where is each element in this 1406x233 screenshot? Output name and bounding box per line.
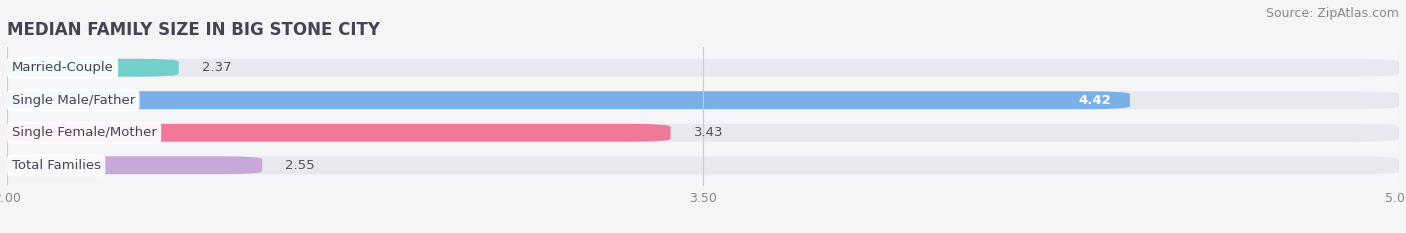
Text: Single Male/Father: Single Male/Father [11, 94, 135, 107]
FancyBboxPatch shape [7, 124, 1399, 142]
Text: 4.42: 4.42 [1078, 94, 1111, 107]
Text: 2.55: 2.55 [285, 159, 315, 172]
Text: Source: ZipAtlas.com: Source: ZipAtlas.com [1265, 7, 1399, 20]
FancyBboxPatch shape [7, 59, 179, 77]
Text: MEDIAN FAMILY SIZE IN BIG STONE CITY: MEDIAN FAMILY SIZE IN BIG STONE CITY [7, 21, 380, 39]
FancyBboxPatch shape [7, 59, 1399, 77]
Text: Total Families: Total Families [11, 159, 101, 172]
FancyBboxPatch shape [7, 91, 1399, 109]
Text: Married-Couple: Married-Couple [11, 61, 114, 74]
FancyBboxPatch shape [7, 124, 671, 142]
Text: 3.43: 3.43 [693, 126, 723, 139]
FancyBboxPatch shape [7, 91, 1130, 109]
Text: Single Female/Mother: Single Female/Mother [11, 126, 156, 139]
FancyBboxPatch shape [7, 156, 262, 174]
FancyBboxPatch shape [7, 156, 1399, 174]
Text: 2.37: 2.37 [202, 61, 232, 74]
